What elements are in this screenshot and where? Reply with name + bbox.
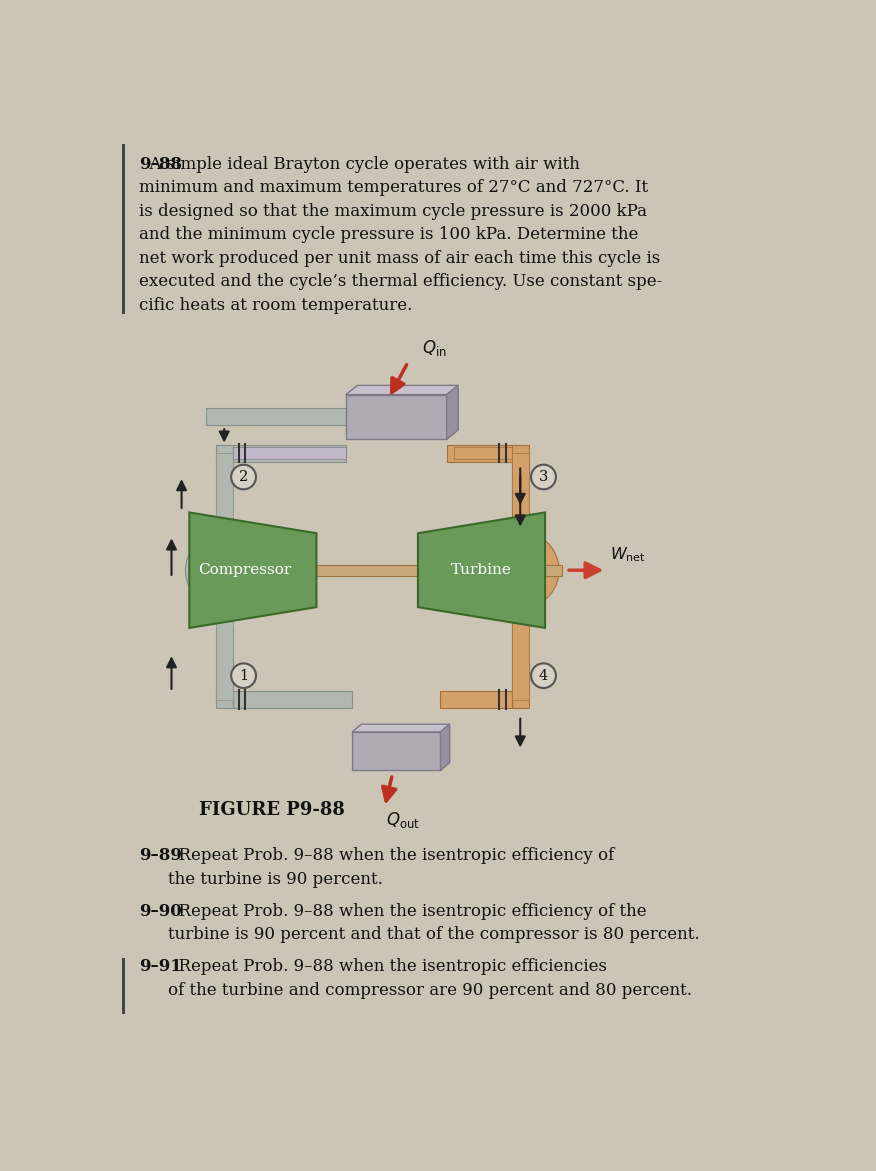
Text: 4: 4 xyxy=(539,669,548,683)
Circle shape xyxy=(531,663,556,689)
Bar xyxy=(233,447,346,459)
Bar xyxy=(447,445,512,461)
Bar xyxy=(441,691,512,708)
Bar xyxy=(512,445,529,461)
Polygon shape xyxy=(520,532,559,609)
Bar xyxy=(215,445,233,461)
Polygon shape xyxy=(189,513,316,628)
Text: 2: 2 xyxy=(239,470,248,484)
Bar xyxy=(122,144,125,314)
Bar xyxy=(512,609,529,699)
Text: 9–91: 9–91 xyxy=(139,958,181,975)
Bar xyxy=(455,447,512,459)
Bar xyxy=(352,732,442,771)
Text: 3: 3 xyxy=(539,470,548,484)
Circle shape xyxy=(531,465,556,489)
Text: Repeat Prob. 9–88 when the isentropic efficiency of the
turbine is 90 percent an: Repeat Prob. 9–88 when the isentropic ef… xyxy=(168,903,700,944)
Text: Compressor: Compressor xyxy=(199,563,292,577)
Bar xyxy=(215,691,233,708)
Bar xyxy=(346,395,447,439)
Text: $Q_\mathrm{in}$: $Q_\mathrm{in}$ xyxy=(422,338,447,358)
Polygon shape xyxy=(441,724,449,771)
Bar xyxy=(545,564,562,576)
Text: 9–89: 9–89 xyxy=(139,848,182,864)
Text: FIGURE P9-88: FIGURE P9-88 xyxy=(200,801,345,820)
Circle shape xyxy=(231,465,256,489)
Bar xyxy=(233,691,352,708)
Text: A simple ideal Brayton cycle operates with air with
minimum and maximum temperat: A simple ideal Brayton cycle operates wi… xyxy=(139,156,662,314)
Text: 1: 1 xyxy=(239,669,248,683)
Bar xyxy=(215,628,233,699)
Polygon shape xyxy=(352,724,449,732)
Text: 9–90: 9–90 xyxy=(139,903,181,919)
Bar xyxy=(233,445,346,461)
Bar xyxy=(215,453,233,532)
Polygon shape xyxy=(447,385,458,439)
Polygon shape xyxy=(418,513,545,628)
Bar xyxy=(215,453,233,513)
Text: 9–88: 9–88 xyxy=(139,156,182,173)
Bar xyxy=(512,453,529,532)
Bar xyxy=(512,453,529,533)
Bar xyxy=(512,691,529,708)
Bar xyxy=(512,607,529,699)
Bar xyxy=(206,409,346,425)
Text: $W_\mathrm{net}$: $W_\mathrm{net}$ xyxy=(611,546,646,564)
Bar xyxy=(316,564,418,576)
Polygon shape xyxy=(346,385,458,395)
Bar xyxy=(215,609,233,699)
Text: Repeat Prob. 9–88 when the isentropic efficiencies
of the turbine and compressor: Repeat Prob. 9–88 when the isentropic ef… xyxy=(168,958,692,999)
Bar xyxy=(122,958,125,1014)
Circle shape xyxy=(231,663,256,689)
Polygon shape xyxy=(186,532,224,609)
Text: Turbine: Turbine xyxy=(451,563,512,577)
Text: Repeat Prob. 9–88 when the isentropic efficiency of
the turbine is 90 percent.: Repeat Prob. 9–88 when the isentropic ef… xyxy=(168,848,615,888)
Text: $Q_\mathrm{out}$: $Q_\mathrm{out}$ xyxy=(386,810,420,830)
